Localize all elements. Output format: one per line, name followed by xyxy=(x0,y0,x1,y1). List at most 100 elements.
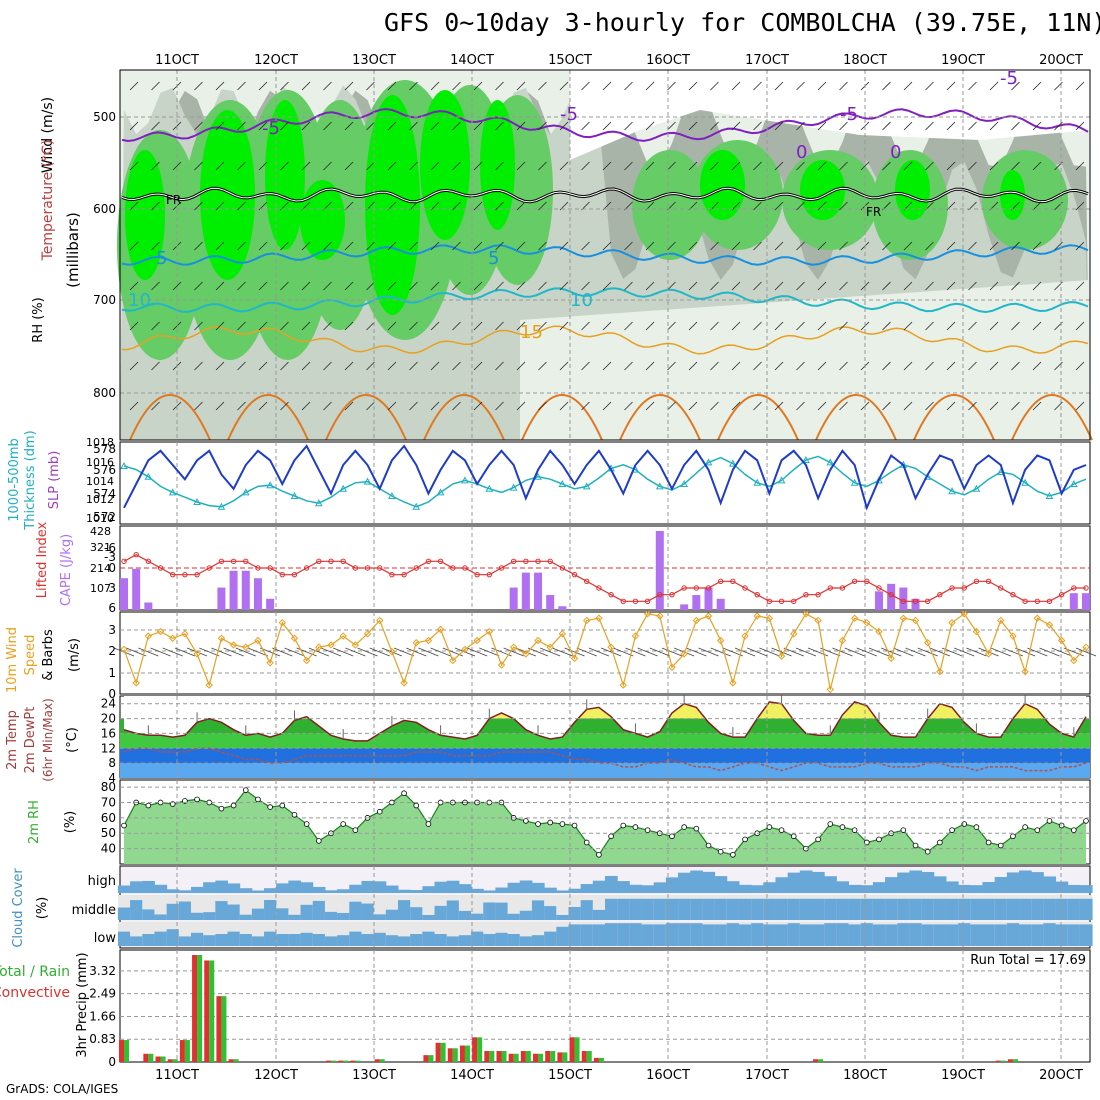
thickness-point xyxy=(290,491,299,499)
precip-conv-bar xyxy=(326,1060,332,1062)
precip-total-bar xyxy=(197,955,203,1062)
cloud-low xyxy=(1006,923,1020,946)
cloud-low xyxy=(519,936,533,946)
li-point xyxy=(949,585,955,591)
cloud-high xyxy=(142,880,155,893)
cloud-low xyxy=(872,924,886,946)
wind-barb xyxy=(366,241,375,251)
wind-barb xyxy=(734,647,756,657)
cloud-middle xyxy=(446,900,460,920)
wind-barb xyxy=(258,321,268,331)
wind-barb xyxy=(151,121,160,131)
wind-barb xyxy=(796,161,805,171)
li-point xyxy=(243,558,249,565)
cloud-middle xyxy=(312,900,326,920)
rh-point xyxy=(717,848,724,855)
thickness-point xyxy=(558,479,567,487)
wind-point xyxy=(643,610,652,618)
wind-barb xyxy=(602,281,612,291)
y-tick: 1 xyxy=(108,666,116,680)
wind-barb xyxy=(259,647,281,657)
wind-barb xyxy=(495,161,504,171)
li-point xyxy=(876,585,882,591)
wind-barb xyxy=(559,241,569,251)
cloud-low xyxy=(702,924,716,946)
wind-point xyxy=(765,614,774,622)
wind-barb xyxy=(774,81,784,91)
li-point xyxy=(1071,585,1077,591)
thickness-point xyxy=(509,483,518,491)
li-point xyxy=(547,558,553,565)
wind-barb xyxy=(989,241,999,251)
wind-barb xyxy=(280,401,289,411)
wind-barb xyxy=(516,241,526,251)
wind-barb xyxy=(989,121,999,131)
wind-barb xyxy=(333,647,354,657)
wind-barb xyxy=(151,321,160,331)
wind-barb xyxy=(559,361,569,371)
precip-total-bar xyxy=(124,1040,129,1062)
cloud-high xyxy=(544,887,557,893)
wind-barb xyxy=(323,81,332,91)
cape-bar xyxy=(534,572,543,610)
cloud-middle xyxy=(568,906,582,920)
cloud-high xyxy=(422,886,436,893)
precip-total-bar xyxy=(477,1037,483,1062)
li-point xyxy=(766,598,773,605)
cape-bar xyxy=(911,598,920,610)
thickness-point xyxy=(680,479,688,487)
wind-barb xyxy=(925,361,934,371)
wind-barb xyxy=(151,401,160,411)
contour-label: -5 xyxy=(840,104,858,125)
wind-barb xyxy=(495,401,504,411)
cloud-middle xyxy=(251,908,265,920)
li-point xyxy=(778,598,785,605)
wind-barb xyxy=(624,241,633,251)
thickness-point xyxy=(436,488,445,496)
wind-barb xyxy=(129,321,139,331)
li-point xyxy=(973,578,980,585)
rh-point xyxy=(790,833,797,840)
wind-point xyxy=(668,663,676,671)
cape-bar xyxy=(229,570,238,610)
cloud-high xyxy=(860,885,874,893)
wind-point xyxy=(461,645,469,654)
wind-barb xyxy=(387,401,397,411)
cloud-low xyxy=(605,923,618,946)
li-point xyxy=(559,565,566,571)
li-point xyxy=(791,598,797,605)
thickness-point xyxy=(582,482,591,490)
wind-point xyxy=(144,632,153,640)
wind-barb xyxy=(839,281,848,291)
wind-barb xyxy=(516,321,526,331)
y-tick: 50 xyxy=(101,826,116,840)
wind-barb xyxy=(366,401,375,411)
li-point xyxy=(961,585,967,591)
precip-total-bar xyxy=(379,1059,385,1062)
rh-point xyxy=(730,851,736,858)
wind-barb xyxy=(409,401,418,411)
li-point xyxy=(937,591,943,598)
precip-conv-bar xyxy=(545,1051,551,1062)
li-point xyxy=(182,571,188,578)
wind-barb xyxy=(151,281,160,291)
li-point xyxy=(267,565,273,571)
li-point xyxy=(924,598,931,605)
wind-barb xyxy=(174,647,196,657)
wind-barb xyxy=(710,281,719,291)
cloud-middle xyxy=(142,909,155,920)
x-tick-top: 15OCT xyxy=(548,53,592,68)
wind-barb xyxy=(430,161,440,171)
cloud-high xyxy=(629,884,643,893)
wind-barb xyxy=(1032,241,1042,251)
cloud-high xyxy=(1067,884,1081,893)
y-tick-right: 1012 xyxy=(86,493,114,506)
cloud-low xyxy=(970,924,983,946)
wind-barb xyxy=(430,321,440,331)
li-point xyxy=(864,578,870,585)
ylabel-unit: (%) xyxy=(63,811,78,834)
rh-point xyxy=(827,821,834,827)
wind-barb xyxy=(905,647,926,657)
cloud-low xyxy=(592,924,606,946)
wind-barb xyxy=(194,401,203,411)
